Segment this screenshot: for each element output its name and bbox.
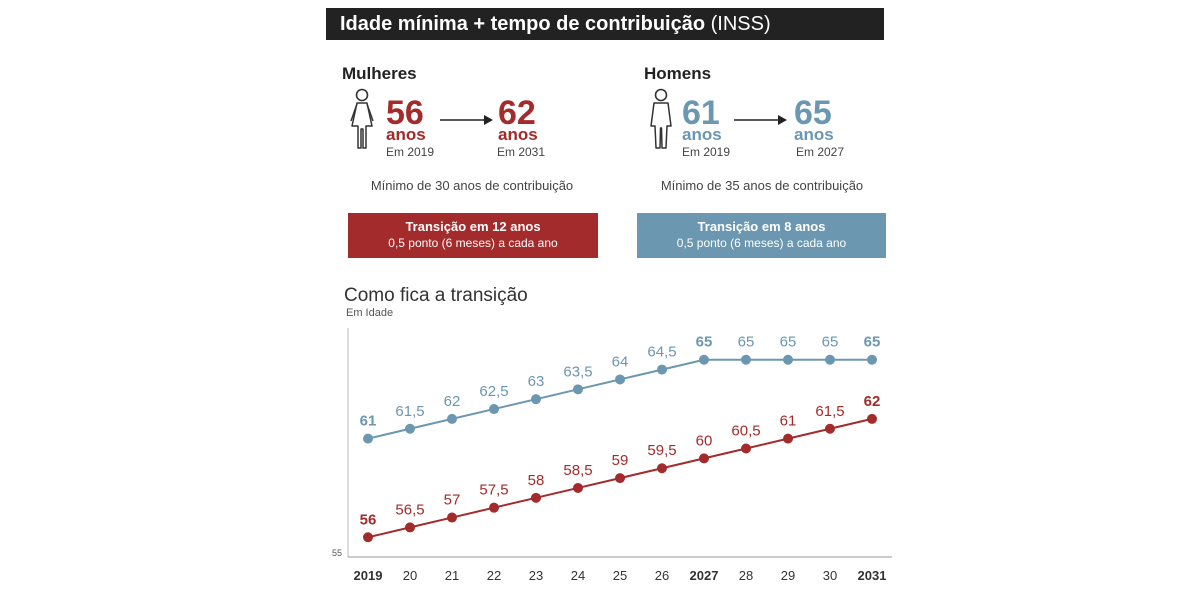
data-label: 65 <box>780 334 797 351</box>
men-transition-detail: 0,5 ponto (6 meses) a cada ano <box>676 236 847 250</box>
data-label: 63 <box>528 373 545 390</box>
data-label: 56 <box>360 511 377 528</box>
x-tick-label: 22 <box>487 568 501 583</box>
men-from-unit: anos <box>682 125 722 144</box>
women-from-year: Em 2019 <box>386 145 435 159</box>
data-point <box>657 364 667 375</box>
data-label: 64,5 <box>647 344 676 361</box>
men-from-year: Em 2019 <box>682 145 731 159</box>
x-tick-label: 2031 <box>858 568 887 583</box>
data-point <box>825 354 835 365</box>
title-regular: (INSS) <box>710 13 771 35</box>
x-tick-label: 2019 <box>354 568 383 583</box>
x-tick-label: 28 <box>739 568 753 583</box>
data-point <box>447 512 457 523</box>
data-label: 65 <box>822 334 839 351</box>
women-from-age: 56 <box>386 94 424 132</box>
data-point <box>699 354 709 365</box>
men-transition-box: Transição em 8 anos 0,5 ponto (6 meses) … <box>637 213 886 258</box>
data-label: 62 <box>444 393 461 410</box>
data-label: 57,5 <box>479 482 508 499</box>
data-point <box>825 423 835 434</box>
page-title: Idade mínima + tempo de contribuição (IN… <box>326 8 884 40</box>
woman-icon <box>350 88 374 149</box>
men-to-age: 65 <box>794 94 832 132</box>
data-label: 62,5 <box>479 383 508 400</box>
men-to-year: Em 2027 <box>796 145 845 159</box>
arrow-right-icon <box>734 115 787 125</box>
data-point <box>867 354 877 365</box>
data-label: 56,5 <box>395 501 424 518</box>
data-label: 61,5 <box>395 403 424 420</box>
y-tick-label: 55 <box>332 548 342 558</box>
x-tick-label: 26 <box>655 568 669 583</box>
data-label: 57 <box>444 492 461 509</box>
data-label: 60 <box>696 432 713 449</box>
data-label: 59 <box>612 452 629 469</box>
x-tick-label: 25 <box>613 568 627 583</box>
data-point <box>573 384 583 395</box>
title-bold: Idade mínima + tempo de contribuição <box>340 13 706 35</box>
data-label: 63,5 <box>563 363 592 380</box>
women-transition-detail: 0,5 ponto (6 meses) a cada ano <box>388 236 558 250</box>
data-label: 64 <box>612 353 629 370</box>
data-label: 65 <box>696 334 713 351</box>
data-point <box>783 354 793 365</box>
arrow-right-icon <box>440 115 493 125</box>
women-to-unit: anos <box>498 125 538 144</box>
x-tick-label: 24 <box>571 568 585 583</box>
women-transition-title: Transição em 12 anos <box>405 219 541 234</box>
data-point <box>741 443 751 454</box>
men-min-contribution: Mínimo de 35 anos de contribuição <box>660 178 864 193</box>
data-label: 61,5 <box>815 403 844 420</box>
data-point <box>405 522 415 533</box>
x-tick-label: 20 <box>403 568 417 583</box>
data-point <box>615 374 625 385</box>
data-point <box>657 463 667 474</box>
men-from-age: 61 <box>682 94 720 132</box>
women-heading: Mulheres <box>342 64 417 83</box>
transition-line-chart: 55 2019 20 21 22 23 24 25 26 2027 28 29 30 2031 61 61,5… <box>332 328 892 583</box>
data-point <box>867 413 877 424</box>
women-transition-box: Transição em 12 anos 0,5 ponto (6 meses)… <box>348 213 598 258</box>
data-point <box>615 473 625 484</box>
x-tick-label: 21 <box>445 568 459 583</box>
data-label: 58 <box>528 472 545 489</box>
data-point <box>531 492 541 503</box>
data-point <box>573 482 583 493</box>
chart-title: Como fica a transição <box>344 285 528 306</box>
data-label: 58,5 <box>563 462 592 479</box>
man-icon <box>650 88 672 149</box>
data-label: 65 <box>864 334 881 351</box>
x-tick-label: 23 <box>529 568 543 583</box>
chart-y-label: Em Idade <box>346 307 394 319</box>
data-label: 59,5 <box>647 442 676 459</box>
data-label: 61 <box>360 413 377 430</box>
women-from-unit: anos <box>386 125 426 144</box>
data-point <box>363 433 373 444</box>
x-tick-label: 30 <box>823 568 837 583</box>
x-tick-label: 2027 <box>690 568 719 583</box>
data-point <box>531 394 541 405</box>
data-point <box>783 433 793 444</box>
data-point <box>363 532 373 543</box>
men-transition-title: Transição em 8 anos <box>697 219 826 234</box>
data-point <box>405 423 415 434</box>
women-to-age: 62 <box>498 94 536 132</box>
data-label: 61 <box>780 413 797 430</box>
data-point <box>699 453 709 464</box>
data-point <box>447 413 457 424</box>
data-point <box>741 354 751 365</box>
data-label: 62 <box>864 393 881 410</box>
women-to-year: Em 2031 <box>497 145 546 159</box>
women-min-contribution: Mínimo de 30 anos de contribuição <box>370 178 574 193</box>
data-point <box>489 502 499 513</box>
data-label: 60,5 <box>731 423 760 440</box>
data-label: 65 <box>738 334 755 351</box>
x-tick-label: 29 <box>781 568 795 583</box>
men-heading: Homens <box>644 64 712 83</box>
men-to-unit: anos <box>794 125 834 144</box>
data-point <box>489 404 499 415</box>
